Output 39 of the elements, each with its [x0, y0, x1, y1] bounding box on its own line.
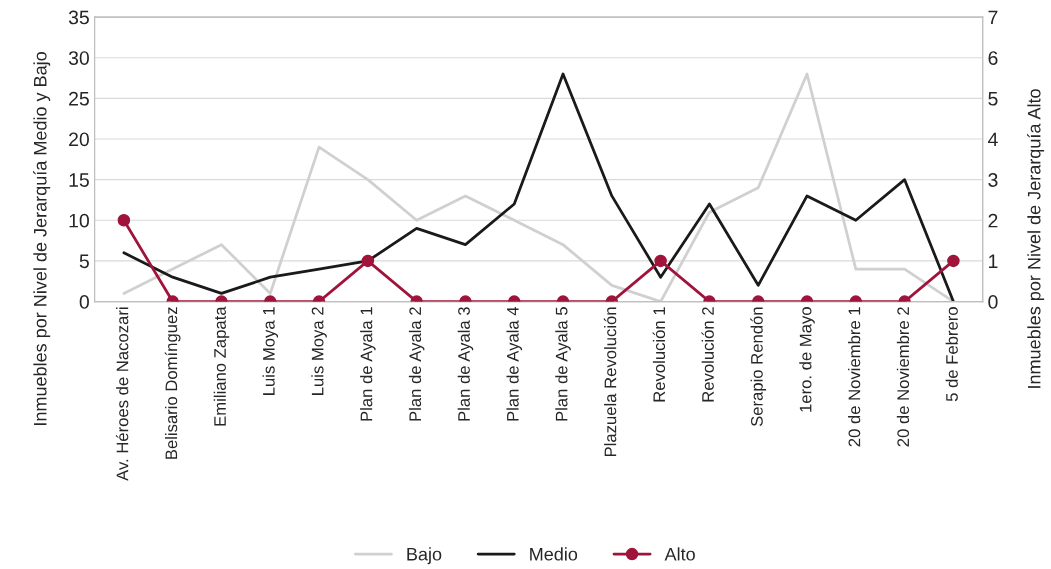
x-tick-label: 1ero. de Mayo: [799, 307, 815, 412]
y2-tick-label: 5: [988, 92, 998, 106]
y2-tick-label: 2: [988, 213, 998, 228]
x-tick-label: Plan de Ayala 1: [360, 307, 376, 421]
x-tick-label: Emiliano Zapata: [213, 306, 230, 426]
x-tick-label: Luis Moya 2: [311, 307, 327, 395]
y-tick-label: 5: [79, 254, 89, 269]
x-tick-label: Plan de Ayala 2: [408, 307, 425, 421]
legend-label: Alto: [664, 547, 695, 561]
y-tick-label: 15: [69, 173, 89, 187]
x-tick-label: 5 de Febrero: [945, 307, 958, 402]
legend-label: Medio: [530, 547, 578, 561]
y2-tick-label: 3: [988, 173, 998, 187]
x-tick-label: Belisario Domínguez: [164, 307, 181, 459]
x-tick-label: Plan de Ayala 3: [457, 307, 474, 421]
y2-tick-label: 7: [988, 10, 998, 25]
y-tick-label: 20: [69, 132, 89, 147]
x-tick-label: Plazuela Revolución: [603, 307, 617, 457]
y-tick-label: 25: [69, 91, 89, 106]
legend-label: Bajo: [407, 547, 442, 565]
x-tick-label: Revolución 1: [652, 307, 666, 402]
y2-axis-title: Inmuebles por Nivel de Jerarquía Alto: [1027, 89, 1045, 388]
x-tick-label: Plan de Ayala 4: [506, 306, 523, 421]
y2-tick-label: 6: [988, 51, 998, 65]
x-tick-label: 20 de Noviembre 1: [848, 307, 861, 447]
y2-tick-label: 0: [988, 295, 998, 309]
y-axis-title: Inmuebles por Nivel de Jerarquía Medio y Bajo: [33, 52, 51, 425]
x-tick-label: Serapio Rendón: [750, 307, 767, 427]
y-tick-label: 35: [68, 10, 89, 25]
x-tick-label: Luis Moya 1: [262, 307, 279, 395]
x-tick-label: Av. Héroes de Nacozari: [115, 307, 129, 481]
y2-tick-label: 4: [987, 132, 998, 147]
y-tick-label: 10: [69, 213, 89, 228]
x-tick-label: Revolución 2: [701, 307, 714, 402]
x-tick-label: 20 de Noviembre 2: [896, 307, 910, 447]
y-tick-label: 0: [79, 295, 89, 309]
y-tick-label: 30: [68, 51, 89, 65]
y2-tick-label: 1: [989, 254, 998, 268]
x-tick-label: Plan de Ayala 5: [555, 307, 571, 421]
